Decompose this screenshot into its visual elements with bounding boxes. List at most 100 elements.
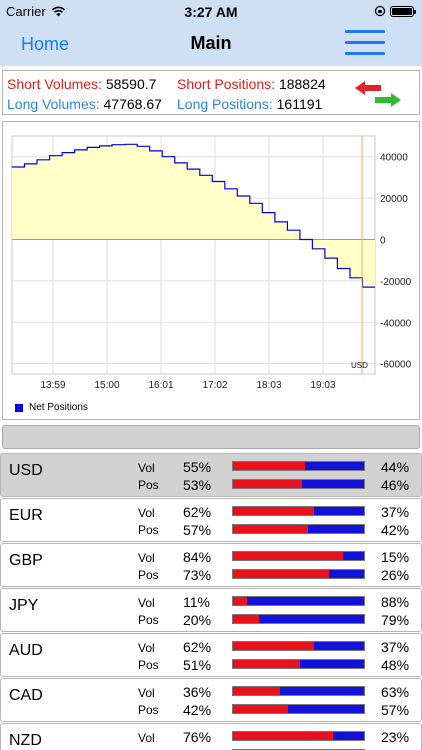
long-positions-value: 161191	[276, 96, 323, 112]
menu-icon[interactable]	[345, 30, 385, 56]
vol-long-pct: 88%	[381, 594, 410, 610]
pos-short-pct: 57%	[183, 522, 212, 538]
vol-long-pct: 37%	[381, 504, 410, 520]
pos-label: Pos	[138, 658, 159, 672]
vol-ratio-bar	[232, 506, 365, 516]
vol-short-fill	[233, 642, 315, 650]
pos-label: Pos	[138, 703, 159, 717]
currency-code: AUD	[9, 642, 43, 659]
chart-svg: 40000 20000 0 -20000 -40000 -60000 13:59 15:00 1…	[11, 135, 412, 391]
currency-row-nzd[interactable]: NZD Vol Pos 76% 23%	[0, 723, 422, 750]
currency-list-header	[2, 425, 420, 449]
pos-long-pct: 46%	[381, 477, 410, 493]
summary-panel: Short Volumes: 58590.7 Short Positions: …	[2, 70, 420, 115]
y-tick-label: 0	[380, 235, 386, 246]
pos-long-pct: 57%	[381, 702, 410, 718]
pos-short-pct: 20%	[183, 612, 212, 628]
battery-icon	[390, 5, 416, 17]
pos-ratio-bar	[232, 524, 365, 534]
vol-short-pct: 55%	[183, 459, 212, 475]
pos-label: Pos	[138, 478, 159, 492]
status-left: Carrier	[6, 4, 66, 19]
x-tick-label: 18:03	[256, 380, 281, 391]
pos-short-fill	[233, 480, 303, 488]
currency-code: JPY	[9, 597, 39, 614]
vol-short-pct: 76%	[183, 729, 212, 745]
short-volumes-value: 58590.7	[105, 76, 157, 92]
pos-long-pct: 79%	[381, 612, 410, 628]
net-positions-area	[12, 144, 375, 288]
currency-row-usd[interactable]: USD Vol Pos 55% 53% 44% 46%	[0, 453, 422, 497]
pos-short-pct: 51%	[183, 657, 212, 673]
currency-row-jpy[interactable]: JPY Vol Pos 11% 20% 88% 79%	[0, 588, 422, 632]
vol-label: Vol	[138, 461, 155, 475]
pos-label: Pos	[138, 613, 159, 627]
pos-label: Pos	[138, 568, 159, 582]
status-bar: Carrier 3:27 AM	[0, 0, 422, 22]
vol-short-pct: 11%	[183, 594, 210, 610]
vol-ratio-bar	[232, 686, 365, 696]
long-volumes-value: 47768.67	[103, 96, 162, 112]
currency-code: CAD	[9, 687, 43, 704]
short-volumes: Short Volumes: 58590.7	[7, 76, 156, 92]
carrier-label: Carrier	[6, 4, 46, 19]
currency-row-gbp[interactable]: GBP Vol Pos 84% 73% 15% 26%	[0, 543, 422, 587]
pos-short-pct: 42%	[183, 702, 212, 718]
x-tick-label: 13:59	[40, 380, 65, 391]
page-title: Main	[190, 33, 232, 53]
pos-ratio-bar	[232, 659, 365, 669]
legend-swatch	[15, 403, 23, 412]
vol-ratio-bar	[232, 551, 365, 561]
pos-long-pct: 42%	[381, 522, 410, 538]
vol-ratio-bar	[232, 596, 365, 606]
x-tick-label: 17:02	[202, 380, 227, 391]
vol-ratio-bar	[232, 641, 365, 651]
vol-label: Vol	[138, 596, 155, 610]
vol-short-fill	[233, 687, 281, 695]
long-positions: Long Positions: 161191	[177, 96, 322, 112]
pos-short-fill	[233, 705, 289, 713]
x-tick-label: 15:00	[94, 380, 119, 391]
status-time: 3:27 AM	[184, 4, 238, 20]
net-positions-line	[11, 143, 375, 288]
pos-long-pct: 48%	[381, 657, 410, 673]
vol-label: Vol	[138, 506, 155, 520]
vol-short-fill	[233, 507, 315, 515]
orientation-lock-icon	[374, 5, 386, 17]
vol-ratio-bar	[232, 461, 365, 471]
pos-ratio-bar	[232, 569, 365, 579]
vol-label: Vol	[138, 686, 155, 700]
pos-short-fill	[233, 660, 300, 668]
short-positions-value: 188824	[278, 76, 326, 92]
currency-row-eur[interactable]: EUR Vol Pos 62% 57% 37% 42%	[0, 498, 422, 542]
pos-short-fill	[233, 525, 308, 533]
pos-short-pct: 73%	[183, 567, 212, 583]
vol-long-pct: 63%	[381, 684, 410, 700]
currency-row-cad[interactable]: CAD Vol Pos 36% 42% 63% 57%	[0, 678, 422, 722]
home-button[interactable]: Home	[21, 34, 70, 54]
swap-arrows-icon[interactable]	[355, 81, 401, 107]
status-right	[374, 5, 416, 17]
pos-ratio-bar	[232, 614, 365, 624]
vol-short-fill	[233, 597, 248, 605]
y-tick-label: -20000	[380, 277, 412, 288]
long-volumes: Long Volumes: 47768.67	[7, 96, 162, 112]
x-tick-label: 19:03	[310, 380, 335, 391]
vol-label: Vol	[138, 551, 155, 565]
pos-label: Pos	[138, 748, 159, 750]
vol-ratio-bar	[232, 731, 365, 741]
currency-row-aud[interactable]: AUD Vol Pos 62% 51% 37% 48%	[0, 633, 422, 677]
x-tick-label: 16:01	[148, 380, 173, 391]
currency-code: GBP	[9, 552, 43, 569]
currency-code: EUR	[9, 507, 43, 524]
pos-label: Pos	[138, 523, 159, 537]
vol-short-pct: 62%	[183, 504, 212, 520]
short-volumes-label: Short Volumes:	[7, 76, 102, 92]
y-tick-label: -40000	[380, 318, 412, 329]
pos-ratio-bar	[232, 704, 365, 714]
net-positions-chart: 40000 20000 0 -20000 -40000 -60000 13:59 15:00 1…	[2, 121, 420, 420]
vol-long-pct: 23%	[381, 729, 410, 745]
vol-short-fill	[233, 462, 306, 470]
pos-short-fill	[233, 615, 260, 623]
pos-short-pct: 53%	[183, 477, 212, 493]
